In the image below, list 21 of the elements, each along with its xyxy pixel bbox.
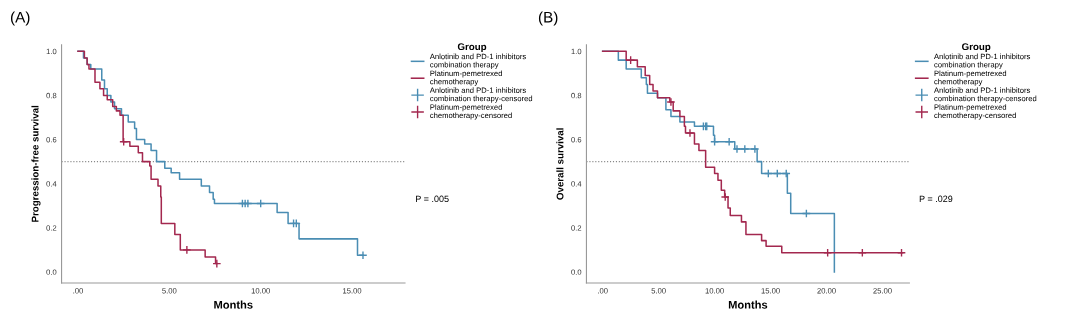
point xyxy=(666,97,676,107)
point xyxy=(732,144,742,154)
point xyxy=(720,192,730,202)
text: P = .005 xyxy=(416,195,449,203)
point xyxy=(685,128,695,138)
point xyxy=(750,144,760,154)
point xyxy=(724,137,734,147)
chart-title: (A) xyxy=(10,11,30,26)
y-axis-title: Progression-free survival xyxy=(31,105,41,222)
point xyxy=(740,144,750,154)
x-axis-title: Months xyxy=(728,300,768,309)
point xyxy=(626,55,636,65)
text: P = .029 xyxy=(919,195,953,203)
point xyxy=(358,250,368,260)
x-axis-title: Months xyxy=(214,300,253,309)
point xyxy=(182,245,192,255)
point xyxy=(212,259,222,269)
chart-title: (B) xyxy=(538,11,558,26)
legend-title: Group xyxy=(962,43,991,53)
y-axis-title: Overall survival xyxy=(556,128,564,200)
legend-title: Group xyxy=(457,43,487,53)
